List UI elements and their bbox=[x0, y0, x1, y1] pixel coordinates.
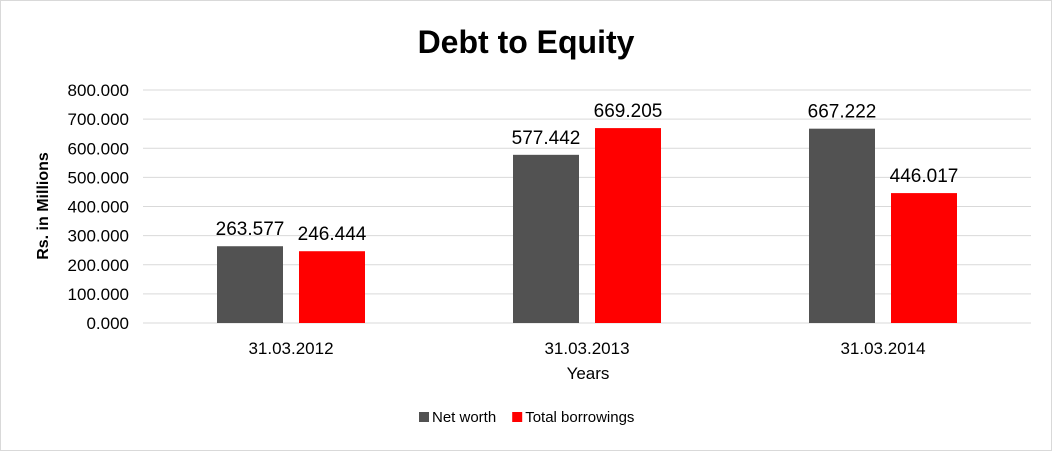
data-label: 669.205 bbox=[594, 101, 663, 122]
y-tick-label: 0.000 bbox=[86, 314, 129, 333]
y-tick-label: 500.000 bbox=[68, 168, 129, 187]
y-tick-label: 300.000 bbox=[68, 227, 129, 246]
data-label: 667.222 bbox=[808, 102, 877, 123]
bar bbox=[809, 128, 875, 323]
y-tick-label: 400.000 bbox=[68, 198, 129, 217]
x-tick-labels: 31.03.2012 31.03.2013 31.03.2014 bbox=[248, 339, 925, 358]
y-tick-label: 100.000 bbox=[68, 285, 129, 304]
y-tick-label: 200.000 bbox=[68, 256, 129, 275]
y-axis-label: Rs. in Millions bbox=[35, 152, 52, 260]
grid-layer bbox=[143, 89, 1031, 324]
y-tick-labels: 0.000 100.000 200.000 300.000 400.000 500.000… bbox=[68, 81, 129, 333]
bar bbox=[513, 154, 579, 323]
x-tick-label: 31.03.2014 bbox=[840, 339, 925, 358]
legend-label: Net worth bbox=[432, 409, 496, 426]
bar bbox=[595, 128, 661, 323]
y-tick-label: 700.000 bbox=[68, 110, 129, 129]
bar-layer bbox=[217, 128, 957, 323]
data-label: 577.442 bbox=[512, 128, 581, 149]
x-axis-label: Years bbox=[567, 364, 610, 383]
data-label: 263.577 bbox=[216, 219, 285, 240]
bar bbox=[217, 246, 283, 323]
legend-label: Total borrowings bbox=[525, 409, 634, 426]
x-tick-label: 31.03.2013 bbox=[544, 339, 629, 358]
chart-title: Debt to Equity bbox=[418, 24, 635, 60]
legend: Net worth Total borrowings bbox=[419, 409, 634, 426]
data-label: 246.444 bbox=[298, 224, 367, 245]
y-tick-label: 800.000 bbox=[68, 81, 129, 100]
bar bbox=[891, 193, 957, 323]
legend-swatch bbox=[512, 412, 523, 422]
legend-swatch bbox=[419, 412, 429, 422]
bar bbox=[299, 251, 365, 323]
data-labels: 263.577 246.444 577.442 669.205 667.222 446.0… bbox=[216, 101, 959, 245]
x-tick-label: 31.03.2012 bbox=[248, 339, 333, 358]
y-tick-label: 600.000 bbox=[68, 139, 129, 158]
data-label: 446.017 bbox=[890, 166, 959, 187]
